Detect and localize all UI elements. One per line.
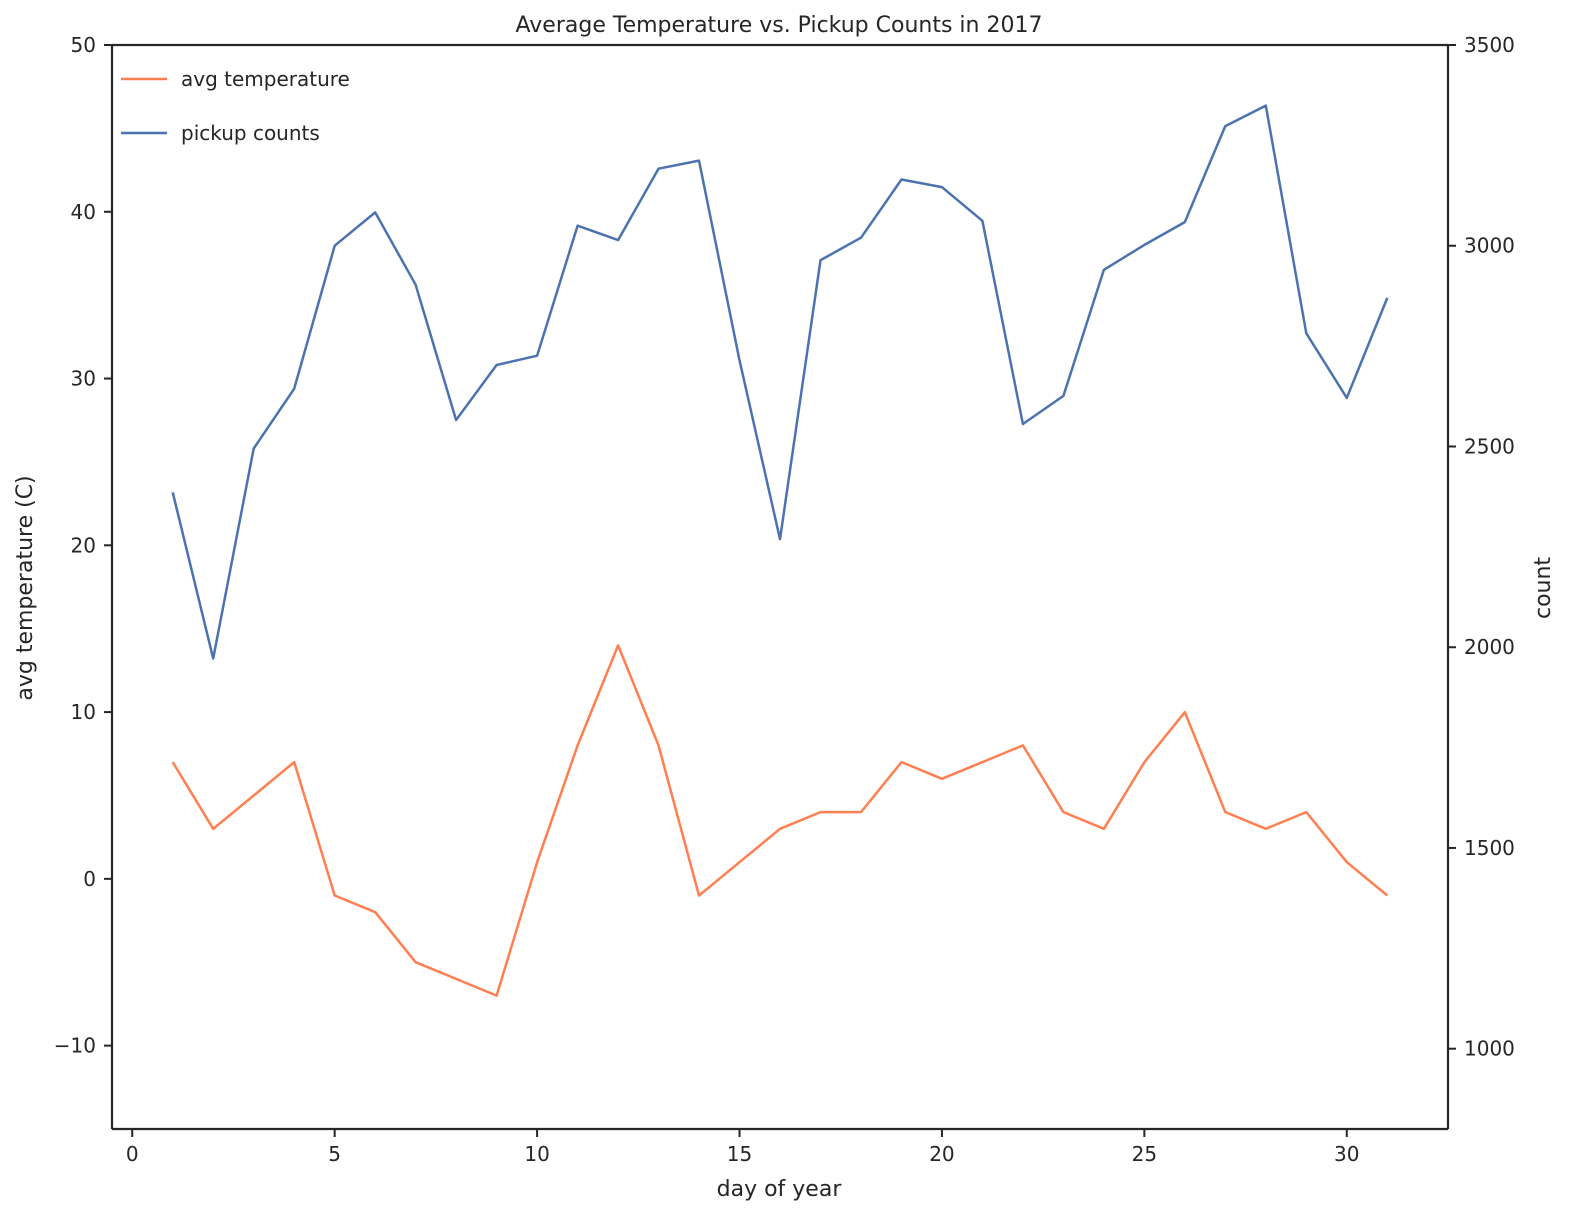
y2-tick-label: 1500 [1464, 836, 1515, 860]
y2-tick-label: 1000 [1464, 1037, 1515, 1061]
y-axis-label: avg temperature (C) [13, 475, 38, 700]
y2-tick-label: 2000 [1464, 635, 1515, 659]
y-tick-label: 40 [71, 200, 96, 224]
series-line-avg-temperature [171, 644, 1389, 997]
legend: avg temperature pickup counts [121, 67, 350, 145]
y2-tick-label: 2500 [1464, 434, 1515, 458]
x-tick-label: 5 [328, 1142, 341, 1166]
y2-tick-label: 3000 [1464, 234, 1515, 258]
y-tick-label: 30 [71, 367, 96, 391]
y-tick-label: 50 [71, 33, 96, 57]
x-tick-label: 15 [727, 1142, 752, 1166]
series-line-pickup-counts [171, 104, 1389, 660]
x-tick-label: 30 [1334, 1142, 1359, 1166]
legend-label-avg-temperature: avg temperature [181, 67, 350, 91]
y-tick-label: 0 [83, 867, 96, 891]
y-tick-label: 20 [71, 533, 96, 557]
y2-axis-label: count [1531, 557, 1556, 619]
x-tick-label: 10 [524, 1142, 549, 1166]
plot-lines [171, 104, 1389, 997]
y-tick-label: 10 [71, 700, 96, 724]
x-tick-label: 25 [1132, 1142, 1157, 1166]
x-tick-label: 0 [126, 1142, 139, 1166]
axes: 0 5 10 15 20 25 30 −10 0 10 20 30 40 50 1000 1500 2000 25… [54, 33, 1515, 1166]
x-axis-label: day of year [717, 1177, 843, 1202]
legend-label-pickup-counts: pickup counts [181, 121, 320, 145]
y2-tick-label: 3500 [1464, 33, 1515, 57]
x-tick-label: 20 [929, 1142, 954, 1166]
y-tick-label: −10 [54, 1034, 96, 1058]
chart-title: Average Temperature vs. Pickup Counts in… [516, 13, 1043, 38]
